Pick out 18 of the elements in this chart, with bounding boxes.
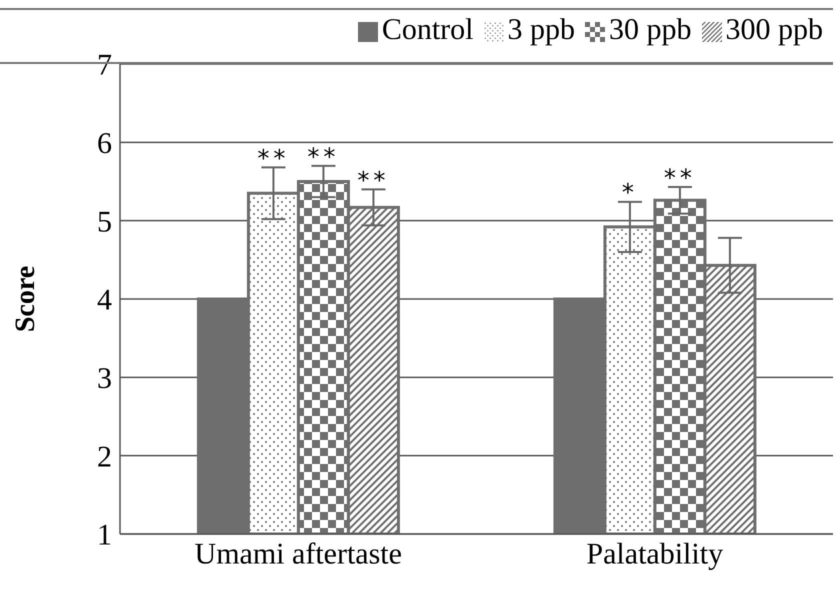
data-label: * xyxy=(622,178,638,207)
y-tick-label: 2 xyxy=(97,440,112,474)
y-tick-label: 5 xyxy=(97,205,112,238)
x-tick-label: Palatability xyxy=(586,537,724,570)
y-tick-label: 3 xyxy=(97,362,112,395)
y-tick-label: 6 xyxy=(97,126,112,160)
legend-label: 3 ppb xyxy=(508,13,575,46)
legend-label: 300 ppb xyxy=(726,13,823,46)
data-label: ** xyxy=(257,144,290,173)
y-tick-label: 4 xyxy=(97,284,112,317)
data-label: ** xyxy=(664,164,696,192)
legend-label: Control xyxy=(382,13,474,46)
data-label: ** xyxy=(357,166,390,194)
y-axis-title: Score xyxy=(10,266,41,332)
y-tick-label: 1 xyxy=(97,518,112,552)
x-tick-label: Umami aftertaste xyxy=(194,537,402,570)
data-label: ** xyxy=(307,143,340,172)
legend-label: 30 ppb xyxy=(609,13,692,46)
